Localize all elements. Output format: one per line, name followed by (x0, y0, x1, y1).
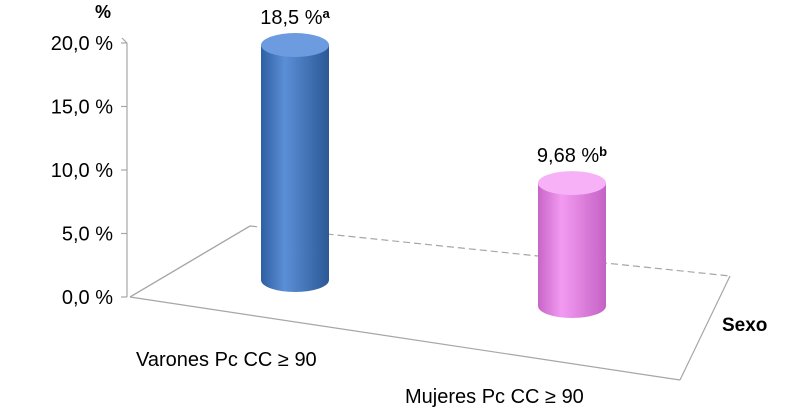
wall-top-edge (121, 37, 128, 44)
data-label-superscript: a (323, 6, 331, 21)
y-tick-label: 5,0 % (62, 224, 113, 246)
axes (121, 37, 731, 381)
y-axis-label: % (95, 2, 111, 22)
floor-front-edge (129, 296, 681, 381)
floor-left-edge (129, 225, 251, 298)
bar-0 (261, 33, 329, 292)
y-tick-label: 10,0 % (51, 160, 113, 182)
data-label-0: 18,5 %a (260, 6, 330, 29)
floor-back-edge (249, 225, 731, 277)
bar-1 (538, 171, 606, 318)
bar-body (538, 183, 606, 318)
bar-top (538, 171, 606, 196)
floor-right-edge (679, 275, 731, 381)
bar-body (261, 45, 329, 292)
data-label-1: 9,68 %b (537, 144, 607, 167)
data-label-superscript: b (599, 144, 607, 159)
data-labels: 18,5 %a 9,68 %b (260, 6, 607, 167)
bar-top (261, 33, 329, 58)
category-label-1: Mujeres Pc CC ≥ 90 (405, 386, 584, 408)
category-label-0: Varones Pc CC ≥ 90 (136, 349, 317, 371)
y-tick-label: 20,0 % (51, 33, 113, 55)
y-tick-label: 15,0 % (51, 97, 113, 119)
y-tick-label: 0,0 % (62, 287, 113, 309)
bars (261, 33, 606, 318)
y-ticks: 0,0 % 5,0 % 10,0 % 15,0 % 20,0 % (51, 33, 127, 309)
x-axis-label: Sexo (722, 315, 767, 336)
